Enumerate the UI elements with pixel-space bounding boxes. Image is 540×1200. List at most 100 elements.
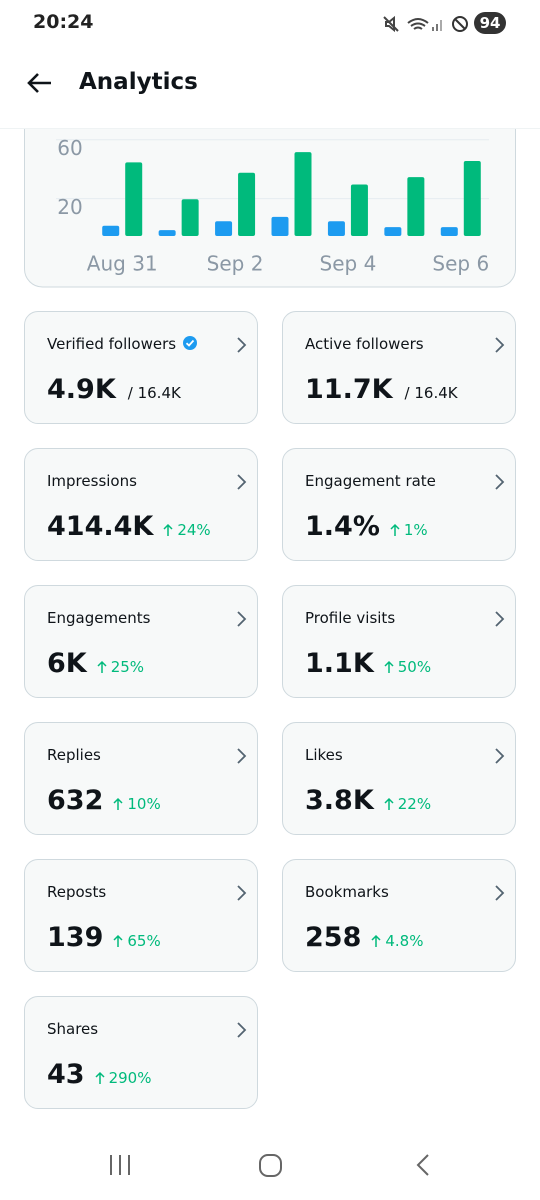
battery: 94	[474, 12, 506, 34]
up-arrow	[371, 934, 381, 947]
chevron	[495, 337, 505, 353]
metric-change: 65%	[113, 932, 161, 950]
metric-card[interactable]: Engagement rate 1.4% 1%	[282, 448, 516, 561]
metric-label-text: Engagements	[47, 609, 151, 627]
metric-label: Replies	[47, 746, 101, 764]
chevron	[237, 1022, 247, 1038]
metric-value-row: 43 290%	[47, 1059, 151, 1090]
metric-card[interactable]: Likes 3.8K 22%	[282, 722, 516, 835]
metric-change: 4.8%	[371, 932, 423, 950]
bar	[215, 221, 233, 236]
header: Analytics	[0, 45, 540, 129]
chevron	[495, 474, 505, 490]
up-arrow	[384, 797, 394, 810]
up-arrow	[113, 934, 123, 947]
chevron	[495, 611, 505, 627]
x-tick-label: Aug 31	[87, 252, 158, 276]
metric-label: Impressions	[47, 472, 137, 490]
metric-label: Engagement rate	[305, 472, 436, 490]
metric-label-text: Profile visits	[305, 609, 396, 627]
metric-value: 139	[47, 922, 104, 953]
home-button[interactable]	[259, 1154, 282, 1177]
page-title: Analytics	[79, 69, 198, 95]
chevron	[495, 885, 505, 901]
status-bar: 20:24 94	[0, 0, 540, 45]
metric-card[interactable]: Impressions 414.4K 24%	[24, 448, 258, 561]
up-arrow	[163, 523, 173, 536]
chevron	[237, 885, 247, 901]
metric-total: / 16.4K	[127, 384, 181, 402]
metric-label-text: Active followers	[305, 335, 424, 353]
metric-label-text: Likes	[305, 746, 343, 764]
metric-card[interactable]: Active followers 11.7K / 16.4K	[282, 311, 516, 424]
chart-card	[24, 129, 516, 288]
recents-button[interactable]	[110, 1155, 130, 1175]
metric-value: 632	[47, 785, 104, 816]
back-nav-button[interactable]	[416, 1154, 429, 1176]
metric-label-text: Shares	[47, 1020, 99, 1038]
metric-label: Bookmarks	[305, 883, 389, 901]
back-button[interactable]	[26, 71, 54, 95]
metric-change: 10%	[113, 795, 161, 813]
chevron	[495, 748, 505, 764]
metric-label: Active followers	[305, 335, 424, 353]
metric-value-row: 258 4.8%	[305, 922, 423, 953]
metric-change: 25%	[97, 658, 144, 676]
bar	[181, 199, 199, 236]
bar	[440, 227, 458, 236]
metric-value: 258	[305, 922, 362, 953]
metric-value-row: 414.4K 24%	[47, 511, 211, 542]
metric-label-text: Impressions	[47, 472, 137, 490]
metric-label-text: Engagement rate	[305, 472, 436, 490]
metric-change-text: 4.8%	[385, 932, 424, 950]
metric-label-text: Replies	[47, 746, 101, 764]
metric-card[interactable]: Bookmarks 258 4.8%	[282, 859, 516, 972]
nav-bar	[110, 1154, 429, 1177]
metric-change: 22%	[384, 795, 431, 813]
metric-value-row: 1.1K 50%	[305, 648, 431, 679]
x-tick-label: Sep 4	[320, 252, 377, 276]
up-arrow	[95, 1071, 105, 1084]
metric-value: 6K	[47, 648, 87, 679]
metric-value: 43	[47, 1059, 85, 1090]
metric-value-row: 1.4% 1%	[305, 511, 428, 542]
metric-label: Verified followers	[47, 335, 198, 353]
metric-card[interactable]: Verified followers 4.9K / 16.4K	[24, 311, 258, 424]
y-tick-label: 60	[57, 136, 82, 160]
metric-label: Profile visits	[305, 609, 395, 627]
bar	[384, 227, 402, 236]
metric-label: Shares	[47, 1020, 98, 1038]
metric-value-row: 632 10%	[47, 785, 161, 816]
metric-value-row: 139 65%	[47, 922, 161, 953]
bar	[125, 162, 143, 236]
bar	[271, 216, 289, 236]
metric-change: 50%	[384, 658, 431, 676]
metric-value: 4.9K	[47, 374, 116, 405]
metric-label: Likes	[305, 746, 343, 764]
metric-value: 11.7K	[305, 374, 393, 405]
clock: 20:24	[33, 11, 94, 33]
bar	[327, 221, 345, 236]
metric-change-text: 65%	[127, 932, 161, 950]
metric-change-text: 290%	[108, 1069, 152, 1087]
metric-change-text: 22%	[397, 795, 432, 813]
metric-label: Reposts	[47, 883, 106, 901]
metric-card[interactable]: Shares 43 290%	[24, 996, 258, 1109]
metric-value-row: 6K 25%	[47, 648, 144, 679]
metric-change-text: 24%	[177, 521, 211, 539]
metric-card[interactable]: Replies 632 10%	[24, 722, 258, 835]
metric-label-text: Reposts	[47, 883, 107, 901]
metric-card[interactable]: Reposts 139 65%	[24, 859, 258, 972]
up-arrow	[97, 660, 107, 673]
metric-value: 3.8K	[305, 785, 374, 816]
up-arrow	[384, 660, 394, 673]
metric-card[interactable]: Profile visits 1.1K 50%	[282, 585, 516, 698]
metric-card[interactable]: Engagements 6K 25%	[24, 585, 258, 698]
metric-change: 24%	[163, 521, 211, 539]
bar	[463, 160, 481, 236]
bar	[350, 184, 368, 236]
bar	[102, 225, 120, 236]
chevron	[237, 611, 247, 627]
x-tick-label: Sep 6	[432, 252, 489, 276]
metric-label-text: Verified followers	[47, 335, 177, 353]
